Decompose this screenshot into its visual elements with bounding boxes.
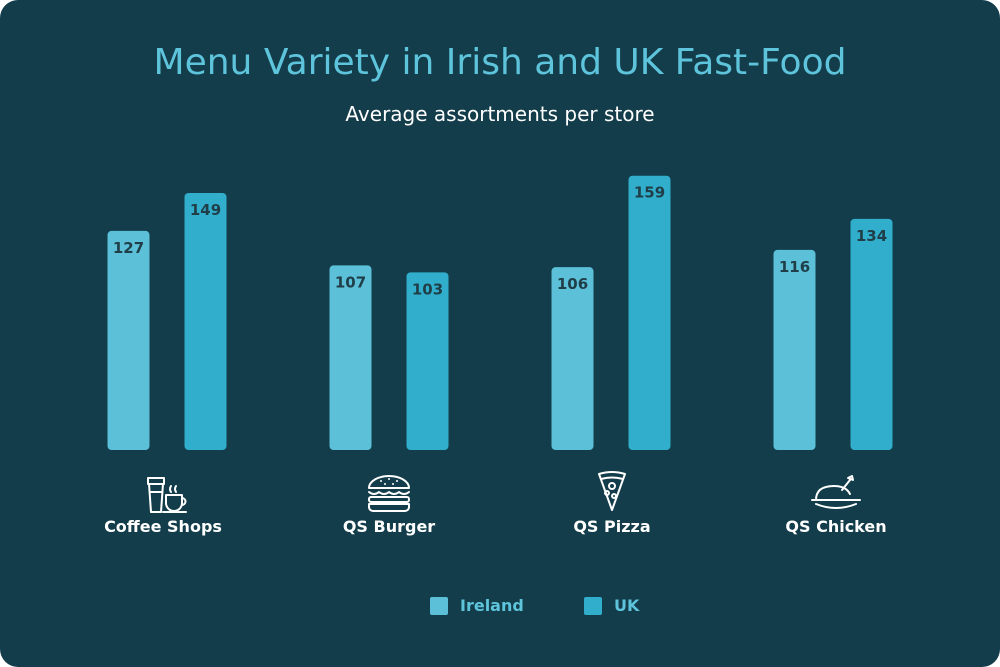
bar-uk-qs-pizza xyxy=(628,175,671,450)
chart-subtitle: Average assortments per store xyxy=(345,102,655,126)
data-label-ireland-qs-pizza: 106 xyxy=(557,275,588,293)
data-label-uk-qs-pizza: 159 xyxy=(634,184,665,202)
bar-ireland-qs-pizza xyxy=(551,267,594,450)
data-label-uk-qs-chicken: 134 xyxy=(856,227,887,245)
burger-icon xyxy=(368,475,410,512)
legend-swatch-uk xyxy=(584,596,602,615)
category-label-qs-pizza: QS Pizza xyxy=(573,517,651,536)
bar-uk-qs-burger xyxy=(406,272,449,450)
data-label-ireland-coffee-shops: 127 xyxy=(113,239,144,257)
data-label-ireland-qs-burger: 107 xyxy=(335,273,366,291)
bar-uk-coffee-shops xyxy=(184,192,227,450)
coffee-cups-icon xyxy=(147,477,187,513)
pizza-slice-icon xyxy=(598,471,626,511)
legend-item-ireland: Ireland xyxy=(430,596,524,615)
legend-item-uk: UK xyxy=(584,596,639,615)
bar-uk-qs-chicken xyxy=(850,218,893,450)
category-label-coffee-shops: Coffee Shops xyxy=(104,517,222,536)
data-label-uk-qs-burger: 103 xyxy=(412,280,443,298)
legend-label-ireland: Ireland xyxy=(460,596,524,615)
legend-swatch-ireland xyxy=(430,596,448,615)
category-label-qs-chicken: QS Chicken xyxy=(785,517,887,536)
legend-label-uk: UK xyxy=(614,596,640,615)
bar-ireland-coffee-shops xyxy=(107,230,150,450)
chart-title: Menu Variety in Irish and UK Fast-Food xyxy=(153,42,847,83)
category-label-qs-burger: QS Burger xyxy=(342,517,436,536)
data-label-uk-coffee-shops: 149 xyxy=(190,201,221,219)
bar-ireland-qs-chicken xyxy=(773,249,816,450)
data-label-ireland-qs-chicken: 116 xyxy=(779,258,810,276)
bar-ireland-qs-burger xyxy=(329,265,372,450)
roast-chicken-icon xyxy=(811,475,861,509)
